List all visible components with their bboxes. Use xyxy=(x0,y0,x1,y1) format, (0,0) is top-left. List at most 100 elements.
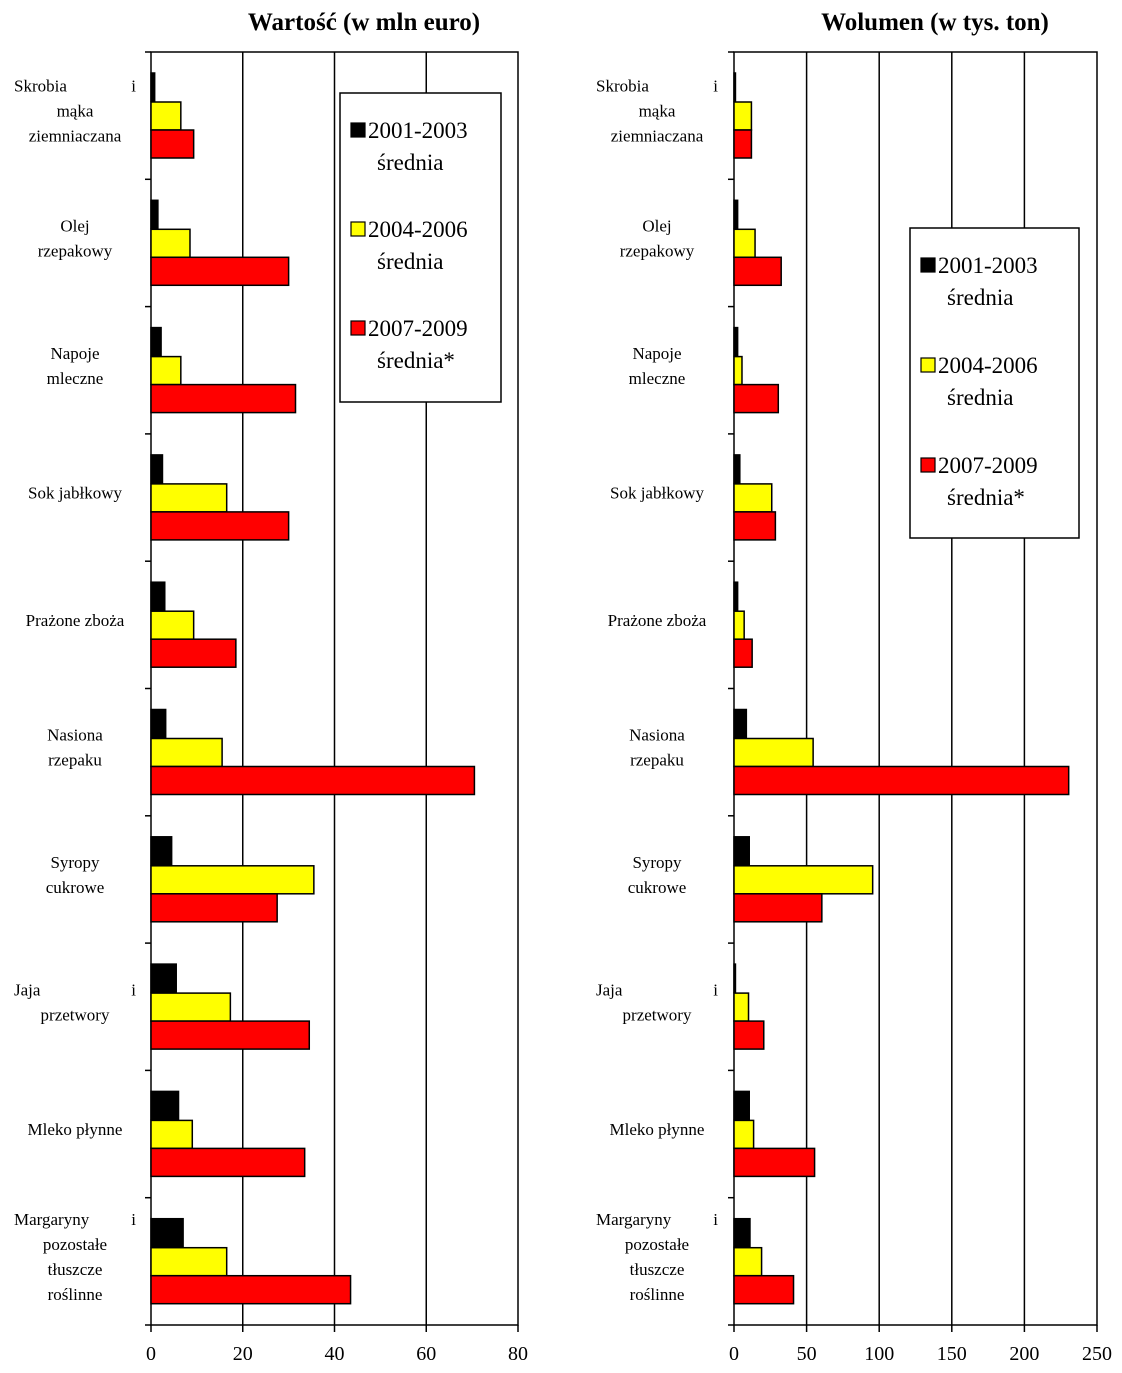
x-tick-label: 0 xyxy=(729,1343,739,1365)
category-label: Napoje xyxy=(632,344,681,363)
bar-1-8 xyxy=(150,963,177,993)
category-label: Olej xyxy=(642,216,671,235)
bar-1-8 xyxy=(733,963,737,993)
bar-2-1 xyxy=(150,101,182,131)
category-label: roślinne xyxy=(48,1285,103,1304)
bar-2-2 xyxy=(150,228,191,259)
bar-3-7 xyxy=(733,893,823,923)
bar-2-6 xyxy=(733,737,814,768)
category-label: tłuszcze xyxy=(48,1260,103,1279)
category-label: przetwory xyxy=(41,1005,110,1024)
legend-label: 2004-2006 xyxy=(368,217,468,242)
bar-1-1 xyxy=(150,72,156,102)
bar-3-8 xyxy=(733,1020,765,1050)
category-label: Skrobia xyxy=(14,77,67,96)
volume-chart: Wolumen (w tys. ton) 0 50 100 150 200 250 Skrob… xyxy=(596,9,1112,1365)
bar-2-9 xyxy=(150,1119,194,1150)
x-tick-label: 150 xyxy=(937,1343,967,1365)
category-label: Mleko płynne xyxy=(610,1120,705,1139)
bar-1-7 xyxy=(733,836,750,866)
bar-3-8 xyxy=(150,1020,311,1050)
category-label: Jaja xyxy=(14,980,41,999)
category-label: i xyxy=(713,1210,718,1229)
category-label: Nasiona xyxy=(47,726,103,745)
category-label: ziemniaczana xyxy=(611,127,704,146)
x-tick-label: 40 xyxy=(325,1343,345,1365)
legend-label: 2007-2009 xyxy=(938,453,1038,478)
bar-1-3 xyxy=(150,326,162,357)
legend-swatch xyxy=(350,221,366,237)
legend-swatch xyxy=(920,257,936,273)
bar-2-10 xyxy=(150,1246,228,1277)
legend-label: 2007-2009 xyxy=(368,316,468,341)
x-tick-label: 80 xyxy=(508,1343,528,1365)
bar-3-3 xyxy=(733,383,780,414)
legend-label: średnia xyxy=(947,285,1013,310)
chart-title: Wartość (w mln euro) xyxy=(248,9,480,36)
legend-swatch xyxy=(350,320,366,336)
category-label: i xyxy=(713,980,718,999)
category-label: pozostałe xyxy=(625,1235,689,1254)
bar-1-4 xyxy=(150,454,164,484)
bar-3-3 xyxy=(150,383,297,414)
category-label: przetwory xyxy=(623,1005,692,1024)
category-label: Syropy xyxy=(632,853,682,872)
value-chart: Wartość (w mln euro) 0 20 40 60 80 Skrobia i mąk… xyxy=(14,9,528,1365)
bar-1-5 xyxy=(733,581,739,611)
bar-2-9 xyxy=(733,1119,755,1150)
bar-3-10 xyxy=(733,1274,795,1305)
bar-2-10 xyxy=(733,1246,763,1277)
bar-1-7 xyxy=(150,836,173,866)
category-label: mleczne xyxy=(629,369,686,388)
category-label: Prażone zboża xyxy=(26,611,125,630)
category-label: mleczne xyxy=(47,369,104,388)
bar-1-4 xyxy=(733,454,741,484)
category-label: Prażone zboża xyxy=(608,611,707,630)
legend-swatch xyxy=(350,122,366,138)
bar-1-9 xyxy=(733,1090,750,1121)
bar-2-5 xyxy=(733,610,745,640)
bar-2-2 xyxy=(733,228,756,259)
bar-3-5 xyxy=(150,638,237,668)
category-label: Sok jabłkowy xyxy=(28,484,122,503)
bar-3-4 xyxy=(150,511,290,541)
legend-label: średnia xyxy=(377,150,443,175)
legend-label: średnia xyxy=(377,249,443,274)
category-label: i xyxy=(131,77,136,96)
category-label: mąka xyxy=(57,102,94,121)
legend-swatch xyxy=(920,457,936,473)
bar-3-9 xyxy=(150,1147,306,1178)
category-label: rzepaku xyxy=(48,751,102,770)
bar-1-5 xyxy=(150,581,166,611)
x-tick-label: 250 xyxy=(1082,1343,1112,1365)
bar-3-2 xyxy=(733,256,782,287)
category-label: mąka xyxy=(639,102,676,121)
bar-1-6 xyxy=(733,708,748,739)
bar-3-4 xyxy=(733,511,777,541)
legend-label: 2001-2003 xyxy=(938,253,1038,278)
bar-3-7 xyxy=(150,893,278,923)
category-label: roślinne xyxy=(630,1285,685,1304)
x-tick-label: 100 xyxy=(864,1343,894,1365)
category-label: rzepaku xyxy=(630,751,684,770)
legend-label: 2004-2006 xyxy=(938,353,1038,378)
bar-1-9 xyxy=(150,1090,180,1121)
bar-2-5 xyxy=(150,610,195,640)
bar-1-1 xyxy=(733,72,737,102)
category-label: pozostałe xyxy=(43,1235,107,1254)
category-label: cukrowe xyxy=(46,878,105,897)
chart-title: Wolumen (w tys. ton) xyxy=(821,9,1049,36)
x-tick-label: 50 xyxy=(797,1343,817,1365)
bar-2-8 xyxy=(150,992,232,1022)
bar-2-4 xyxy=(150,483,228,513)
category-label: rzepakowy xyxy=(620,241,695,260)
category-label: Syropy xyxy=(50,853,100,872)
category-label: Sok jabłkowy xyxy=(610,484,704,503)
bar-2-7 xyxy=(150,865,315,895)
legend-swatch xyxy=(920,357,936,373)
category-label: i xyxy=(713,77,718,96)
bar-1-2 xyxy=(733,199,739,230)
x-tick-label: 60 xyxy=(416,1343,436,1365)
category-label: Margaryny xyxy=(596,1210,672,1229)
